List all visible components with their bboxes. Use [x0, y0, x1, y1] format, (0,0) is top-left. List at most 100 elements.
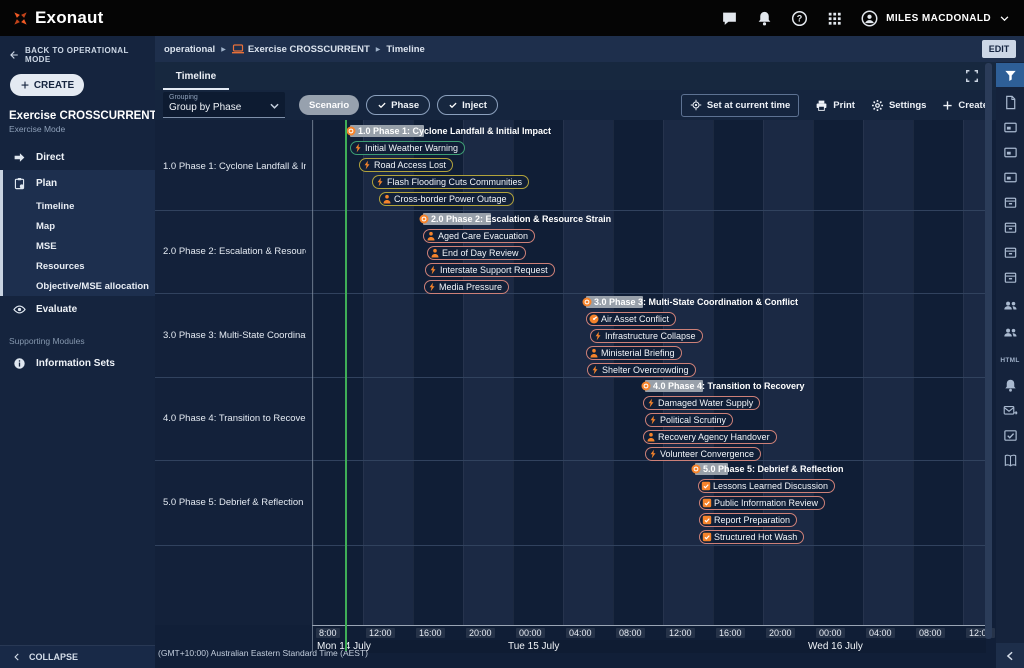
chat-icon[interactable]: [721, 10, 738, 27]
inject-pill[interactable]: Aged Care Evacuation: [423, 229, 536, 243]
create-inject-button[interactable]: Create: [942, 100, 988, 111]
card-icon[interactable]: [996, 115, 1024, 139]
row-separator: [155, 377, 986, 378]
sidebar-item-plan[interactable]: Plan: [3, 170, 155, 196]
document-icon[interactable]: [996, 90, 1024, 114]
card-icon[interactable]: [996, 165, 1024, 189]
collapse-right-rail-button[interactable]: [996, 643, 1024, 668]
breadcrumb-timeline[interactable]: Timeline: [386, 43, 425, 55]
inject-pill[interactable]: Report Preparation: [699, 513, 798, 527]
inject-pill[interactable]: Interstate Support Request: [425, 263, 555, 277]
create-button[interactable]: CREATE: [10, 74, 84, 96]
vertical-scrollbar[interactable]: [985, 63, 992, 639]
inject-pill[interactable]: Road Access Lost: [359, 158, 454, 172]
phase-icon: [346, 126, 356, 136]
user-menu[interactable]: MILES MACDONALD: [861, 10, 1010, 27]
grouping-select[interactable]: Grouping Group by Phase: [163, 92, 285, 118]
bell-icon[interactable]: [996, 373, 1024, 397]
inject-pill[interactable]: Initial Weather Warning: [350, 141, 466, 155]
mail-forward-icon[interactable]: [996, 398, 1024, 422]
phase-label: 3.0 Phase 3: Multi-State Coordination & …: [594, 297, 799, 307]
plan-section: Plan Timeline Map MSE Resources Objective/MSE…: [0, 170, 155, 296]
filter-chip-scenario[interactable]: Scenario: [299, 95, 360, 115]
edit-button[interactable]: EDIT: [982, 40, 1016, 58]
bolt-icon: [428, 265, 438, 275]
phase-bar[interactable]: 1.0 Phase 1: Cyclone Landfall & Initial …: [346, 125, 551, 137]
phase-bar[interactable]: 4.0 Phase 4: Transition to Recovery: [641, 380, 805, 392]
sidebar-subitem-map[interactable]: Map: [36, 220, 55, 232]
sidebar-subitem-timeline[interactable]: Timeline: [36, 200, 75, 212]
filter-icon[interactable]: [996, 63, 1024, 87]
archive-icon[interactable]: [996, 215, 1024, 239]
grouping-value: Group by Phase: [169, 102, 242, 113]
card-icon[interactable]: [996, 140, 1024, 164]
check-icon: [448, 100, 458, 110]
inject-pill[interactable]: Air Asset Conflict: [586, 312, 677, 326]
inject-pill[interactable]: End of Day Review: [427, 246, 526, 260]
inject-pill[interactable]: Recovery Agency Handover: [643, 430, 777, 444]
back-to-operational-mode[interactable]: BACK TO OPERATIONAL MODE: [0, 36, 155, 64]
inject-pill[interactable]: Media Pressure: [424, 280, 510, 294]
people-icon[interactable]: [996, 293, 1024, 317]
archive-icon[interactable]: [996, 240, 1024, 264]
timeline-row-label: 3.0 Phase 3: Multi-State Coordination...: [163, 329, 306, 341]
axis-tick-label: 12:00: [366, 628, 395, 638]
chip-label: Scenario: [309, 99, 350, 111]
apps-grid-icon[interactable]: [826, 10, 843, 27]
settings-button[interactable]: Settings: [871, 99, 926, 112]
axis-tick-label: 20:00: [766, 628, 795, 638]
phase-bar[interactable]: 3.0 Phase 3: Multi-State Coordination & …: [582, 296, 799, 308]
inject-pill[interactable]: Public Information Review: [699, 496, 826, 510]
sidebar-subitem-mse[interactable]: MSE: [36, 240, 57, 252]
collapse-sidebar-button[interactable]: COLLAPSE: [0, 645, 155, 668]
inject-pill[interactable]: Cross-border Power Outage: [379, 192, 514, 206]
filter-chip-phase[interactable]: Phase: [366, 95, 431, 115]
inject-pill[interactable]: Political Scrutiny: [645, 413, 734, 427]
book-icon[interactable]: [996, 448, 1024, 472]
inject-pill[interactable]: Structured Hot Wash: [699, 530, 805, 544]
phase-bar[interactable]: 2.0 Phase 2: Escalation & Resource Strai…: [419, 213, 611, 225]
inject-pill[interactable]: Infrastructure Collapse: [590, 329, 703, 343]
fullscreen-icon[interactable]: [965, 69, 979, 83]
print-button[interactable]: Print: [815, 99, 855, 112]
archive-icon[interactable]: [996, 190, 1024, 214]
archive-icon[interactable]: [996, 265, 1024, 289]
set-at-current-time-button[interactable]: Set at current time: [680, 93, 800, 117]
breadcrumb-operational[interactable]: operational: [164, 43, 216, 55]
phase-bar[interactable]: 5.0 Phase 5: Debrief & Reflection: [691, 463, 844, 475]
inject-pill[interactable]: Shelter Overcrowding: [587, 363, 696, 377]
inject-pill[interactable]: Damaged Water Supply: [643, 396, 761, 410]
sidebar-item-information-sets[interactable]: Information Sets: [0, 350, 155, 376]
axis-tick-label: 20:00: [466, 628, 495, 638]
html-label[interactable]: HTML: [1000, 356, 1020, 364]
axis-day-label: Wed 16 July: [808, 641, 863, 652]
bolt-icon: [362, 160, 372, 170]
sidebar-subitem-resources[interactable]: Resources: [36, 260, 85, 272]
inject-pill[interactable]: Ministerial Briefing: [586, 346, 682, 360]
sidebar-subitem-objective-mse-allocation[interactable]: Objective/MSE allocation: [36, 280, 149, 292]
filter-chip-inject[interactable]: Inject: [437, 95, 498, 115]
card-check-icon[interactable]: [996, 423, 1024, 447]
sidebar-item-evaluate[interactable]: Evaluate: [0, 296, 155, 322]
svg-text:?: ?: [797, 13, 803, 23]
bell-icon[interactable]: [756, 10, 773, 27]
exonaut-logo[interactable]: Exonaut: [0, 8, 103, 28]
inject-label: Road Access Lost: [374, 160, 447, 170]
inject-pill[interactable]: Lessons Learned Discussion: [698, 479, 836, 493]
phase-duration-rect: [586, 296, 643, 308]
sidebar-item-label: Evaluate: [36, 303, 78, 315]
inject-pill[interactable]: Flash Flooding Cuts Communities: [372, 175, 530, 189]
help-icon[interactable]: ?: [791, 10, 808, 27]
left-sidebar: BACK TO OPERATIONAL MODE CREATE Exercise…: [0, 36, 155, 668]
label-column-divider: [312, 120, 313, 652]
tab-timeline[interactable]: Timeline: [175, 70, 217, 82]
sidebar-item-direct[interactable]: Direct: [0, 144, 155, 170]
inject-pill[interactable]: Volunteer Convergence: [645, 447, 762, 461]
people-icon[interactable]: [996, 320, 1024, 344]
time-gridline: [713, 120, 714, 625]
row-separator: [155, 293, 986, 294]
breadcrumb-exercise[interactable]: Exercise CROSSCURRENT: [247, 43, 370, 55]
edit-icon: [701, 481, 711, 491]
timeline-row-label: 1.0 Phase 1: Cyclone Landfall & Initia..…: [163, 160, 306, 172]
tab-bar: Timeline: [155, 62, 996, 91]
